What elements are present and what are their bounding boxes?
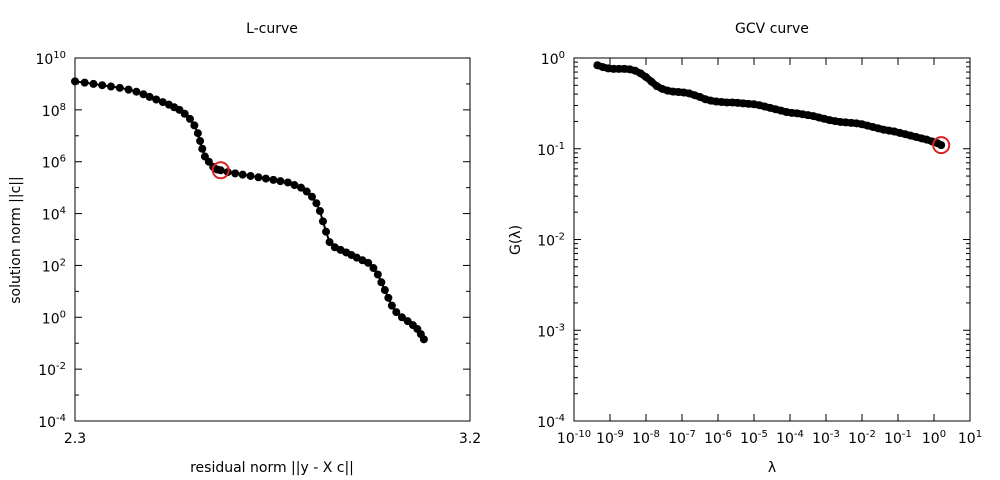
data-point bbox=[98, 81, 107, 90]
data-point bbox=[387, 301, 396, 310]
data-point bbox=[419, 335, 428, 344]
data-point bbox=[193, 129, 202, 138]
y-tick-label: 10-4 bbox=[537, 413, 565, 431]
data-point bbox=[185, 114, 194, 123]
data-point bbox=[145, 92, 154, 101]
gcv-curve-x-ticks: 10-10 10-9 10-8 10-7 10-6 10-5 10-4 10-3 10-2 10-… bbox=[557, 58, 982, 447]
data-point bbox=[106, 82, 115, 91]
y-tick-label: 104 bbox=[42, 206, 66, 224]
x-tick-label: 3.2 bbox=[459, 431, 481, 447]
l-curve-title: L-curve bbox=[246, 21, 298, 37]
data-point bbox=[71, 77, 79, 86]
gcv-curve-y-ticks: 100 10-1 10-2 10-3 10-4 bbox=[537, 50, 970, 431]
x-tick-label: 10-7 bbox=[668, 429, 696, 447]
data-point bbox=[139, 90, 148, 99]
l-curve-xlabel: residual norm ||y - X c|| bbox=[190, 460, 354, 476]
data-point bbox=[384, 293, 393, 302]
gcv-curve-optimal-marker bbox=[932, 136, 951, 155]
x-tick-label: 10-9 bbox=[596, 429, 624, 447]
data-point bbox=[261, 174, 270, 183]
data-point bbox=[238, 170, 247, 179]
y-tick-label: 10-2 bbox=[537, 232, 565, 250]
y-tick-label: 10-3 bbox=[537, 322, 565, 340]
data-point bbox=[283, 178, 292, 187]
y-tick-label: 10-2 bbox=[38, 361, 66, 379]
x-tick-label: 2.3 bbox=[64, 431, 86, 447]
data-point bbox=[397, 313, 406, 322]
data-point bbox=[322, 227, 331, 236]
gcv-curve-plot-frame bbox=[573, 57, 971, 422]
l-curve-plot-frame bbox=[74, 57, 471, 422]
data-point bbox=[196, 136, 205, 145]
data-point bbox=[158, 98, 167, 107]
data-point bbox=[254, 173, 263, 182]
data-point bbox=[190, 121, 199, 130]
gcv-curve-title: GCV curve bbox=[735, 21, 809, 37]
y-tick-label: 106 bbox=[42, 154, 66, 172]
y-tick-label: 10-1 bbox=[537, 141, 565, 159]
data-point bbox=[364, 258, 373, 267]
l-curve-y-ticks: 1010 108 106 104 102 100 10-2 10-4 bbox=[35, 50, 470, 431]
x-tick-label: 10-5 bbox=[740, 429, 768, 447]
data-point bbox=[198, 144, 207, 153]
y-tick-label: 10-4 bbox=[38, 413, 66, 431]
data-point bbox=[380, 286, 389, 295]
data-point bbox=[377, 278, 386, 287]
y-tick-label: 102 bbox=[42, 257, 66, 275]
data-point bbox=[937, 141, 946, 150]
data-point bbox=[290, 181, 299, 190]
data-point bbox=[132, 87, 141, 96]
data-point bbox=[312, 199, 321, 208]
l-curve-x-ticks: 2.3 3.2 bbox=[64, 431, 481, 447]
data-point bbox=[80, 78, 89, 87]
gcv-curve-points bbox=[593, 61, 946, 150]
gcv-curve-ylabel: G(λ) bbox=[508, 225, 524, 255]
data-point bbox=[180, 109, 189, 118]
x-tick-label: 10-1 bbox=[884, 429, 912, 447]
data-point bbox=[231, 169, 240, 178]
x-tick-label: 10-2 bbox=[848, 429, 876, 447]
data-point bbox=[318, 217, 327, 226]
x-tick-label: 10-4 bbox=[776, 429, 804, 447]
l-curve-ylabel: solution norm ||c|| bbox=[8, 176, 24, 304]
data-point bbox=[369, 264, 378, 273]
y-tick-label: 100 bbox=[541, 50, 565, 68]
data-point bbox=[89, 79, 98, 88]
data-point bbox=[302, 187, 311, 196]
data-point bbox=[124, 85, 133, 94]
x-tick-label: 10-8 bbox=[632, 429, 660, 447]
gcv-curve-xlabel: λ bbox=[768, 460, 776, 476]
l-curve-line bbox=[74, 80, 425, 340]
x-tick-label: 10-3 bbox=[812, 429, 840, 447]
x-tick-label: 101 bbox=[958, 429, 982, 447]
data-point bbox=[269, 175, 278, 184]
data-point bbox=[216, 166, 225, 175]
data-point bbox=[392, 308, 401, 317]
y-tick-label: 108 bbox=[42, 102, 66, 120]
data-point bbox=[308, 192, 316, 201]
l-curve-points bbox=[71, 77, 428, 344]
y-tick-label: 1010 bbox=[35, 50, 66, 68]
data-point bbox=[152, 95, 161, 104]
x-tick-label: 10-6 bbox=[704, 429, 732, 447]
data-point bbox=[297, 183, 306, 192]
data-point bbox=[315, 206, 324, 215]
l-curve-chart: L-curve 1010 108 106 104 102 100 10-2 10-4 2.3 3… bbox=[8, 21, 481, 476]
data-point bbox=[642, 73, 650, 82]
l-curve-optimal-marker bbox=[211, 161, 230, 180]
x-tick-label: 10-10 bbox=[557, 429, 591, 447]
data-point bbox=[373, 270, 382, 279]
y-tick-label: 100 bbox=[42, 309, 66, 327]
data-point bbox=[246, 171, 255, 180]
data-point bbox=[276, 177, 285, 186]
x-tick-label: 100 bbox=[922, 429, 946, 447]
data-point bbox=[115, 83, 124, 92]
data-point bbox=[325, 238, 334, 247]
data-point bbox=[647, 77, 656, 86]
